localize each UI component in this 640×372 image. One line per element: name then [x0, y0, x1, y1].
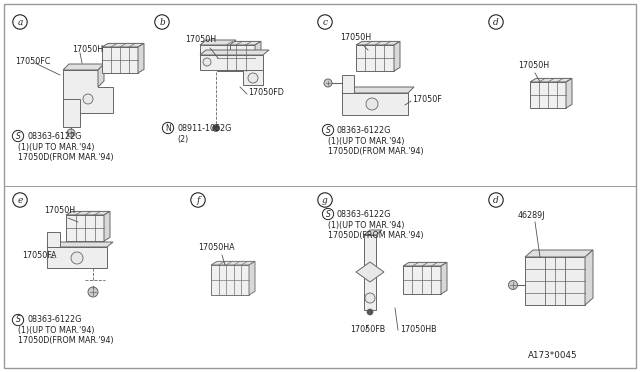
Polygon shape [585, 250, 593, 305]
Text: 17050D(FROM MAR.'94): 17050D(FROM MAR.'94) [328, 231, 424, 240]
Bar [211, 265, 249, 295]
Polygon shape [211, 262, 255, 265]
Bar [403, 266, 441, 294]
Text: S: S [326, 209, 330, 218]
Text: 17050HA: 17050HA [198, 243, 235, 252]
Bar [102, 47, 138, 73]
Text: (1)(UP TO MAR.'94): (1)(UP TO MAR.'94) [328, 137, 404, 145]
Polygon shape [255, 41, 261, 71]
Text: 17050FB: 17050FB [350, 325, 385, 334]
Bar [525, 257, 585, 305]
Polygon shape [364, 235, 376, 310]
Text: 17050D(FROM MAR.'94): 17050D(FROM MAR.'94) [18, 337, 114, 346]
Text: 17050HB: 17050HB [400, 325, 436, 334]
Text: 17050F: 17050F [412, 95, 442, 104]
Polygon shape [102, 44, 144, 47]
Text: a: a [17, 17, 22, 26]
Text: S: S [15, 315, 20, 324]
Text: 17050D(FROM MAR.'94): 17050D(FROM MAR.'94) [328, 147, 424, 155]
Circle shape [203, 58, 211, 66]
Text: 17050FD: 17050FD [248, 88, 284, 97]
Text: 17050H: 17050H [72, 45, 103, 54]
Text: 08363-6122G: 08363-6122G [27, 131, 81, 141]
Polygon shape [200, 45, 230, 55]
Polygon shape [566, 78, 572, 108]
Text: 17050D(FROM MAR.'94): 17050D(FROM MAR.'94) [18, 153, 114, 161]
Text: 08363-6122G: 08363-6122G [337, 209, 392, 218]
Circle shape [71, 252, 83, 264]
Text: 08911-1062G: 08911-1062G [177, 124, 232, 132]
Polygon shape [200, 40, 236, 45]
Polygon shape [356, 262, 384, 282]
Text: S: S [326, 125, 330, 135]
Circle shape [83, 94, 93, 104]
Text: 46289J: 46289J [518, 211, 545, 220]
Polygon shape [525, 250, 593, 257]
Circle shape [366, 98, 378, 110]
Polygon shape [356, 41, 400, 45]
Polygon shape [47, 232, 60, 247]
Polygon shape [403, 262, 447, 266]
Circle shape [509, 280, 518, 289]
Text: 17050H: 17050H [518, 61, 549, 70]
Text: 17050FA: 17050FA [22, 251, 56, 260]
Bar [66, 215, 104, 241]
Text: d: d [493, 196, 499, 205]
Text: 17050H: 17050H [185, 35, 216, 44]
Bar [356, 45, 394, 71]
Polygon shape [104, 211, 110, 241]
Polygon shape [200, 55, 263, 70]
Circle shape [67, 129, 75, 137]
Text: S: S [15, 131, 20, 141]
Text: g: g [322, 196, 328, 205]
Text: e: e [17, 196, 22, 205]
Polygon shape [63, 64, 104, 70]
Polygon shape [200, 50, 269, 55]
Text: b: b [159, 17, 165, 26]
Polygon shape [98, 64, 104, 87]
Text: A173*0045: A173*0045 [529, 351, 578, 360]
Circle shape [324, 79, 332, 87]
Polygon shape [66, 211, 110, 215]
Text: 17050H: 17050H [44, 206, 75, 215]
Polygon shape [342, 75, 354, 93]
Polygon shape [249, 262, 255, 295]
Circle shape [88, 287, 98, 297]
Text: c: c [323, 17, 328, 26]
Polygon shape [47, 247, 107, 268]
Circle shape [367, 309, 373, 315]
Text: 08363-6122G: 08363-6122G [337, 125, 392, 135]
Text: (1)(UP TO MAR.'94): (1)(UP TO MAR.'94) [328, 221, 404, 230]
Text: (1)(UP TO MAR.'94): (1)(UP TO MAR.'94) [18, 327, 95, 336]
Polygon shape [364, 230, 382, 235]
Polygon shape [63, 99, 80, 127]
Text: d: d [493, 17, 499, 26]
Polygon shape [243, 70, 263, 85]
Bar [530, 82, 566, 108]
Text: 08363-6122G: 08363-6122G [27, 315, 81, 324]
Polygon shape [441, 262, 447, 294]
Text: N: N [165, 124, 171, 132]
Text: 17050FC: 17050FC [15, 57, 51, 66]
Circle shape [212, 125, 220, 131]
Polygon shape [530, 78, 572, 82]
Bar [217, 45, 255, 71]
Polygon shape [138, 44, 144, 73]
Circle shape [248, 73, 258, 83]
Polygon shape [217, 41, 261, 45]
Polygon shape [47, 242, 113, 247]
Text: (1)(UP TO MAR.'94): (1)(UP TO MAR.'94) [18, 142, 95, 151]
Text: 17050H: 17050H [340, 33, 371, 42]
Polygon shape [394, 41, 400, 71]
Polygon shape [63, 70, 113, 113]
Polygon shape [342, 93, 408, 115]
Polygon shape [342, 87, 414, 93]
Circle shape [365, 293, 375, 303]
Text: f: f [196, 196, 200, 205]
Text: (2): (2) [177, 135, 188, 144]
